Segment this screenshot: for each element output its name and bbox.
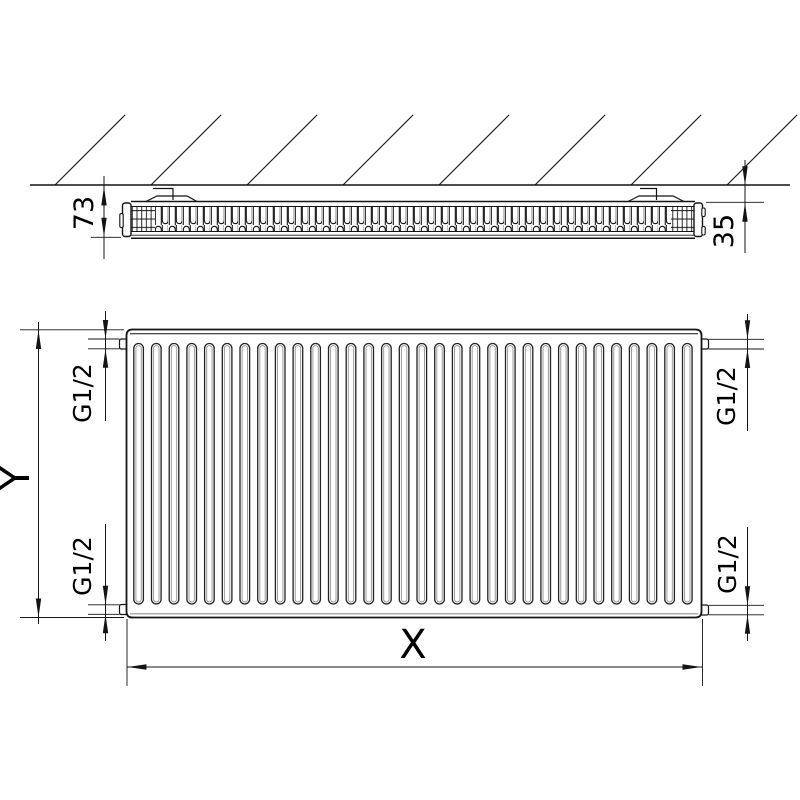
thread-label-bottom-left: G1/2: [67, 536, 97, 596]
dim-label-length-x: X: [399, 622, 427, 668]
thread-label-bottom-right: G1/2: [712, 534, 742, 594]
top-view-cross-section: [30, 114, 798, 259]
dim-label-depth-total: 73: [68, 195, 100, 231]
front-view: [20, 311, 764, 686]
thread-label-top-right: G1/2: [711, 366, 741, 426]
thread-label-top-left: G1/2: [67, 363, 97, 423]
dim-label-height-y: Y: [0, 448, 39, 508]
dim-label-wall-gap: 35: [708, 213, 740, 249]
